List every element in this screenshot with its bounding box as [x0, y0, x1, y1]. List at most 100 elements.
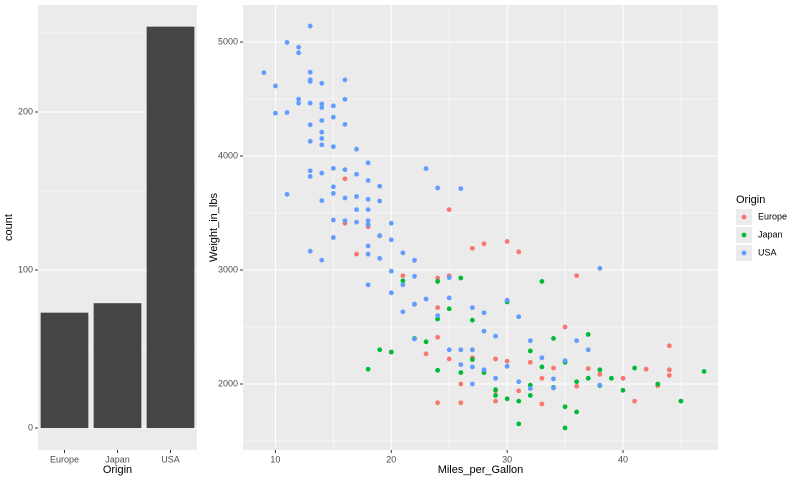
point: [307, 248, 313, 254]
point: [342, 121, 348, 127]
point: [504, 358, 510, 364]
point: [435, 400, 441, 406]
point: [365, 178, 371, 183]
point: [319, 170, 325, 176]
point: [469, 347, 475, 353]
point: [423, 351, 429, 357]
point: [319, 142, 325, 148]
point: [574, 379, 580, 385]
point: [458, 186, 464, 192]
point: [516, 388, 522, 394]
point: [516, 421, 522, 427]
point: [481, 310, 487, 316]
legend-marker: [741, 250, 747, 256]
point: [273, 110, 278, 116]
legend-marker: [741, 232, 747, 238]
point: [527, 382, 533, 388]
legend-label: Japan: [758, 229, 783, 239]
y-tick-label: 2000: [218, 378, 238, 388]
point: [388, 349, 394, 355]
point: [446, 347, 452, 353]
point: [319, 198, 325, 203]
point: [423, 296, 429, 302]
point: [354, 171, 359, 177]
point: [377, 198, 383, 204]
x-tick-label: 40: [618, 454, 628, 464]
point: [620, 387, 626, 393]
point: [365, 218, 371, 224]
point: [330, 114, 336, 120]
legend-label: Europe: [758, 211, 787, 221]
x-axis-title: Miles_per_Gallon: [438, 464, 524, 476]
point: [435, 313, 441, 319]
point: [504, 239, 510, 244]
point: [342, 176, 348, 182]
point: [446, 295, 452, 301]
x-tick-label: 10: [270, 454, 280, 464]
point: [585, 332, 591, 337]
legend-marker: [741, 214, 747, 220]
point: [597, 367, 603, 373]
x-tick-label: 20: [386, 454, 396, 464]
point: [458, 400, 464, 406]
point: [551, 336, 556, 341]
point: [342, 96, 348, 102]
legend-label: USA: [758, 247, 777, 257]
point: [516, 379, 522, 385]
point: [666, 367, 672, 373]
point: [354, 146, 359, 152]
point: [435, 185, 441, 191]
point: [481, 367, 487, 373]
point: [319, 80, 325, 86]
point: [585, 366, 591, 372]
bar: [146, 26, 195, 429]
point: [551, 376, 556, 382]
point: [539, 279, 545, 284]
y-tick-label: 5000: [218, 36, 238, 46]
point: [377, 183, 383, 189]
point: [412, 301, 417, 307]
point: [446, 356, 452, 362]
point: [319, 101, 325, 107]
point: [516, 398, 522, 404]
point: [504, 363, 510, 369]
point: [493, 375, 498, 381]
point: [666, 343, 672, 349]
point: [435, 316, 441, 322]
point: [365, 207, 371, 213]
point: [458, 347, 464, 353]
point: [377, 233, 383, 238]
point: [597, 371, 603, 377]
point: [284, 191, 290, 197]
point: [319, 136, 325, 141]
point: [493, 387, 498, 393]
point: [354, 219, 359, 225]
point: [319, 257, 325, 263]
point: [469, 245, 475, 251]
point: [527, 359, 533, 365]
point: [516, 314, 522, 320]
point: [539, 401, 545, 407]
point: [458, 381, 464, 387]
point: [307, 79, 313, 84]
point: [446, 275, 452, 281]
point: [551, 365, 556, 371]
point: [307, 174, 313, 179]
point: [562, 324, 568, 330]
point: [458, 275, 464, 281]
point: [388, 268, 394, 274]
point: [412, 336, 417, 342]
point: [365, 243, 371, 249]
point: [400, 273, 406, 279]
point: [609, 375, 614, 381]
point: [342, 77, 348, 83]
point: [261, 70, 267, 75]
point: [319, 118, 325, 123]
point: [493, 398, 498, 404]
point: [296, 50, 302, 56]
point: [330, 191, 336, 196]
point: [469, 305, 475, 311]
point: [365, 222, 371, 227]
y-axis-title: Weight_in_lbs: [208, 193, 220, 262]
